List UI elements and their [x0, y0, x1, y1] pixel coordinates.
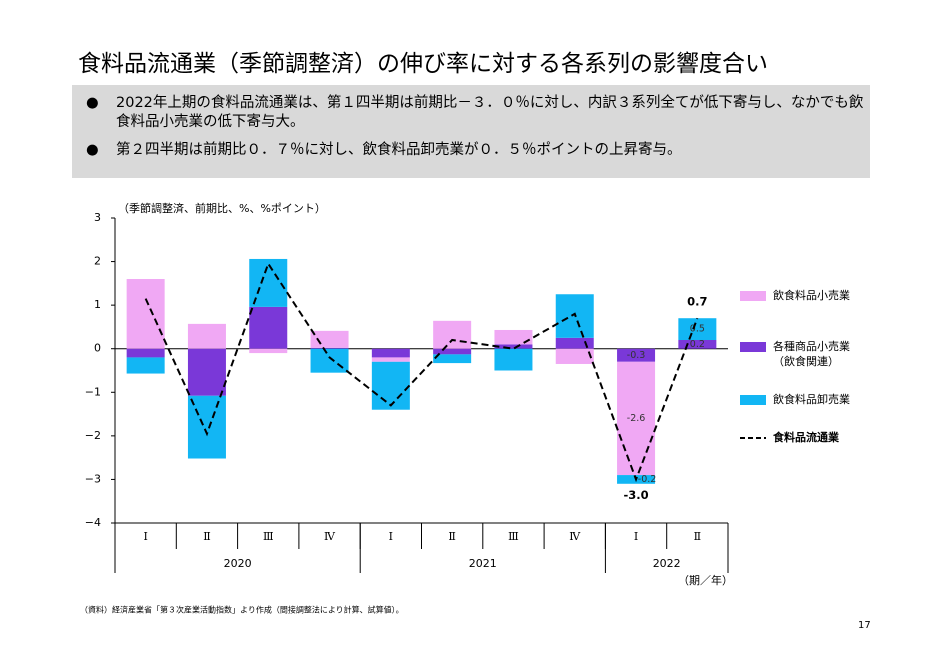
bar	[371, 348, 410, 358]
bar	[371, 361, 410, 410]
legend-label: 飲食料品卸売業	[773, 393, 850, 406]
bar	[310, 347, 349, 349]
x-tick-label: Ⅰ	[634, 530, 638, 543]
bar	[678, 318, 717, 340]
bar	[555, 337, 594, 349]
x-axis-label: （期／年）	[678, 573, 733, 587]
bar	[494, 348, 533, 371]
x-tick-label: Ⅳ	[324, 530, 336, 543]
bar	[310, 348, 349, 373]
legend-label: 食料品流通業	[773, 431, 839, 444]
bar	[678, 340, 717, 349]
data-label: -0.3	[627, 350, 646, 361]
bar	[494, 344, 533, 349]
y-tick-label: −3	[85, 472, 101, 485]
bar	[371, 357, 410, 362]
y-tick-label: −1	[85, 385, 101, 398]
data-label: 0.2	[690, 339, 705, 350]
data-label: -3.0	[623, 488, 648, 502]
bar	[187, 395, 226, 459]
x-group-label: 2020	[224, 557, 252, 570]
page-number: 17	[858, 620, 871, 631]
y-tick-label: −2	[85, 429, 101, 442]
summary-box: 2022年上期の食料品流通業は、第１四半期は前期比－３．０％に対し、内訳３系列全…	[72, 85, 870, 178]
bar	[126, 348, 165, 358]
data-label: -2.6	[627, 413, 646, 424]
legend-label: 各種商品小売業（飲食関連）	[773, 340, 850, 368]
bar	[433, 320, 472, 349]
bar	[249, 306, 288, 349]
x-tick-label: Ⅰ	[143, 530, 147, 543]
y-tick-label: 0	[94, 342, 101, 355]
x-tick-label: Ⅲ	[263, 530, 274, 543]
bullet: 2022年上期の食料品流通業は、第１四半期は前期比－３．０％に対し、内訳３系列全…	[86, 94, 876, 132]
bar	[187, 348, 226, 396]
legend-swatch	[740, 342, 766, 352]
x-group-label: 2021	[469, 557, 497, 570]
bar	[126, 357, 165, 374]
source: （資料）経済産業省「第３次産業活動指数」より作成（間接調整法により計算、試算値）…	[80, 605, 404, 615]
bar	[433, 348, 472, 355]
bullet: 第２四半期は前期比０．７％に対し、飲食料品卸売業が０．５％ポイントの上昇寄与。	[86, 141, 876, 160]
bar	[249, 348, 288, 354]
legend-swatch	[740, 291, 766, 301]
x-tick-label: Ⅱ	[694, 530, 701, 543]
bar	[126, 279, 165, 349]
y-tick-label: −4	[85, 516, 101, 529]
data-label: 0.7	[687, 295, 707, 309]
bar	[494, 329, 533, 345]
bar	[555, 348, 594, 364]
title: 食料品流通業（季節調整済）の伸び率に対する各系列の影響度合い	[78, 51, 768, 77]
x-tick-label: Ⅱ	[448, 530, 455, 543]
bar	[187, 323, 226, 349]
bar	[433, 354, 472, 364]
bar	[617, 361, 656, 476]
legend-label: 飲食料品小売業	[773, 289, 850, 302]
x-tick-label: Ⅰ	[389, 530, 393, 543]
data-label: 0.5	[690, 324, 705, 335]
bar	[310, 330, 349, 348]
bar	[617, 348, 656, 362]
y-tick-label: 1	[94, 298, 101, 311]
x-tick-label: Ⅲ	[508, 530, 519, 543]
x-group-label: 2022	[653, 557, 681, 570]
y-tick-label: 2	[94, 255, 101, 268]
y-axis-label: （季節調整済、前期比、%、%ポイント）	[118, 201, 326, 215]
y-tick-label: 3	[94, 211, 101, 224]
x-tick-label: Ⅱ	[203, 530, 210, 543]
data-label: -0.2	[638, 474, 657, 485]
line-series	[144, 261, 699, 483]
x-tick-label: Ⅳ	[569, 530, 581, 543]
legend-swatch	[740, 395, 766, 405]
